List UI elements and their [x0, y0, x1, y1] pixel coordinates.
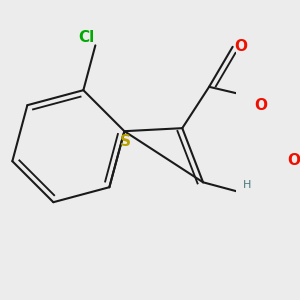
Text: S: S [120, 134, 130, 149]
Text: O: O [287, 153, 300, 168]
Text: O: O [254, 98, 267, 113]
Text: O: O [234, 39, 247, 54]
Text: H: H [243, 179, 251, 190]
Text: Cl: Cl [78, 30, 95, 45]
